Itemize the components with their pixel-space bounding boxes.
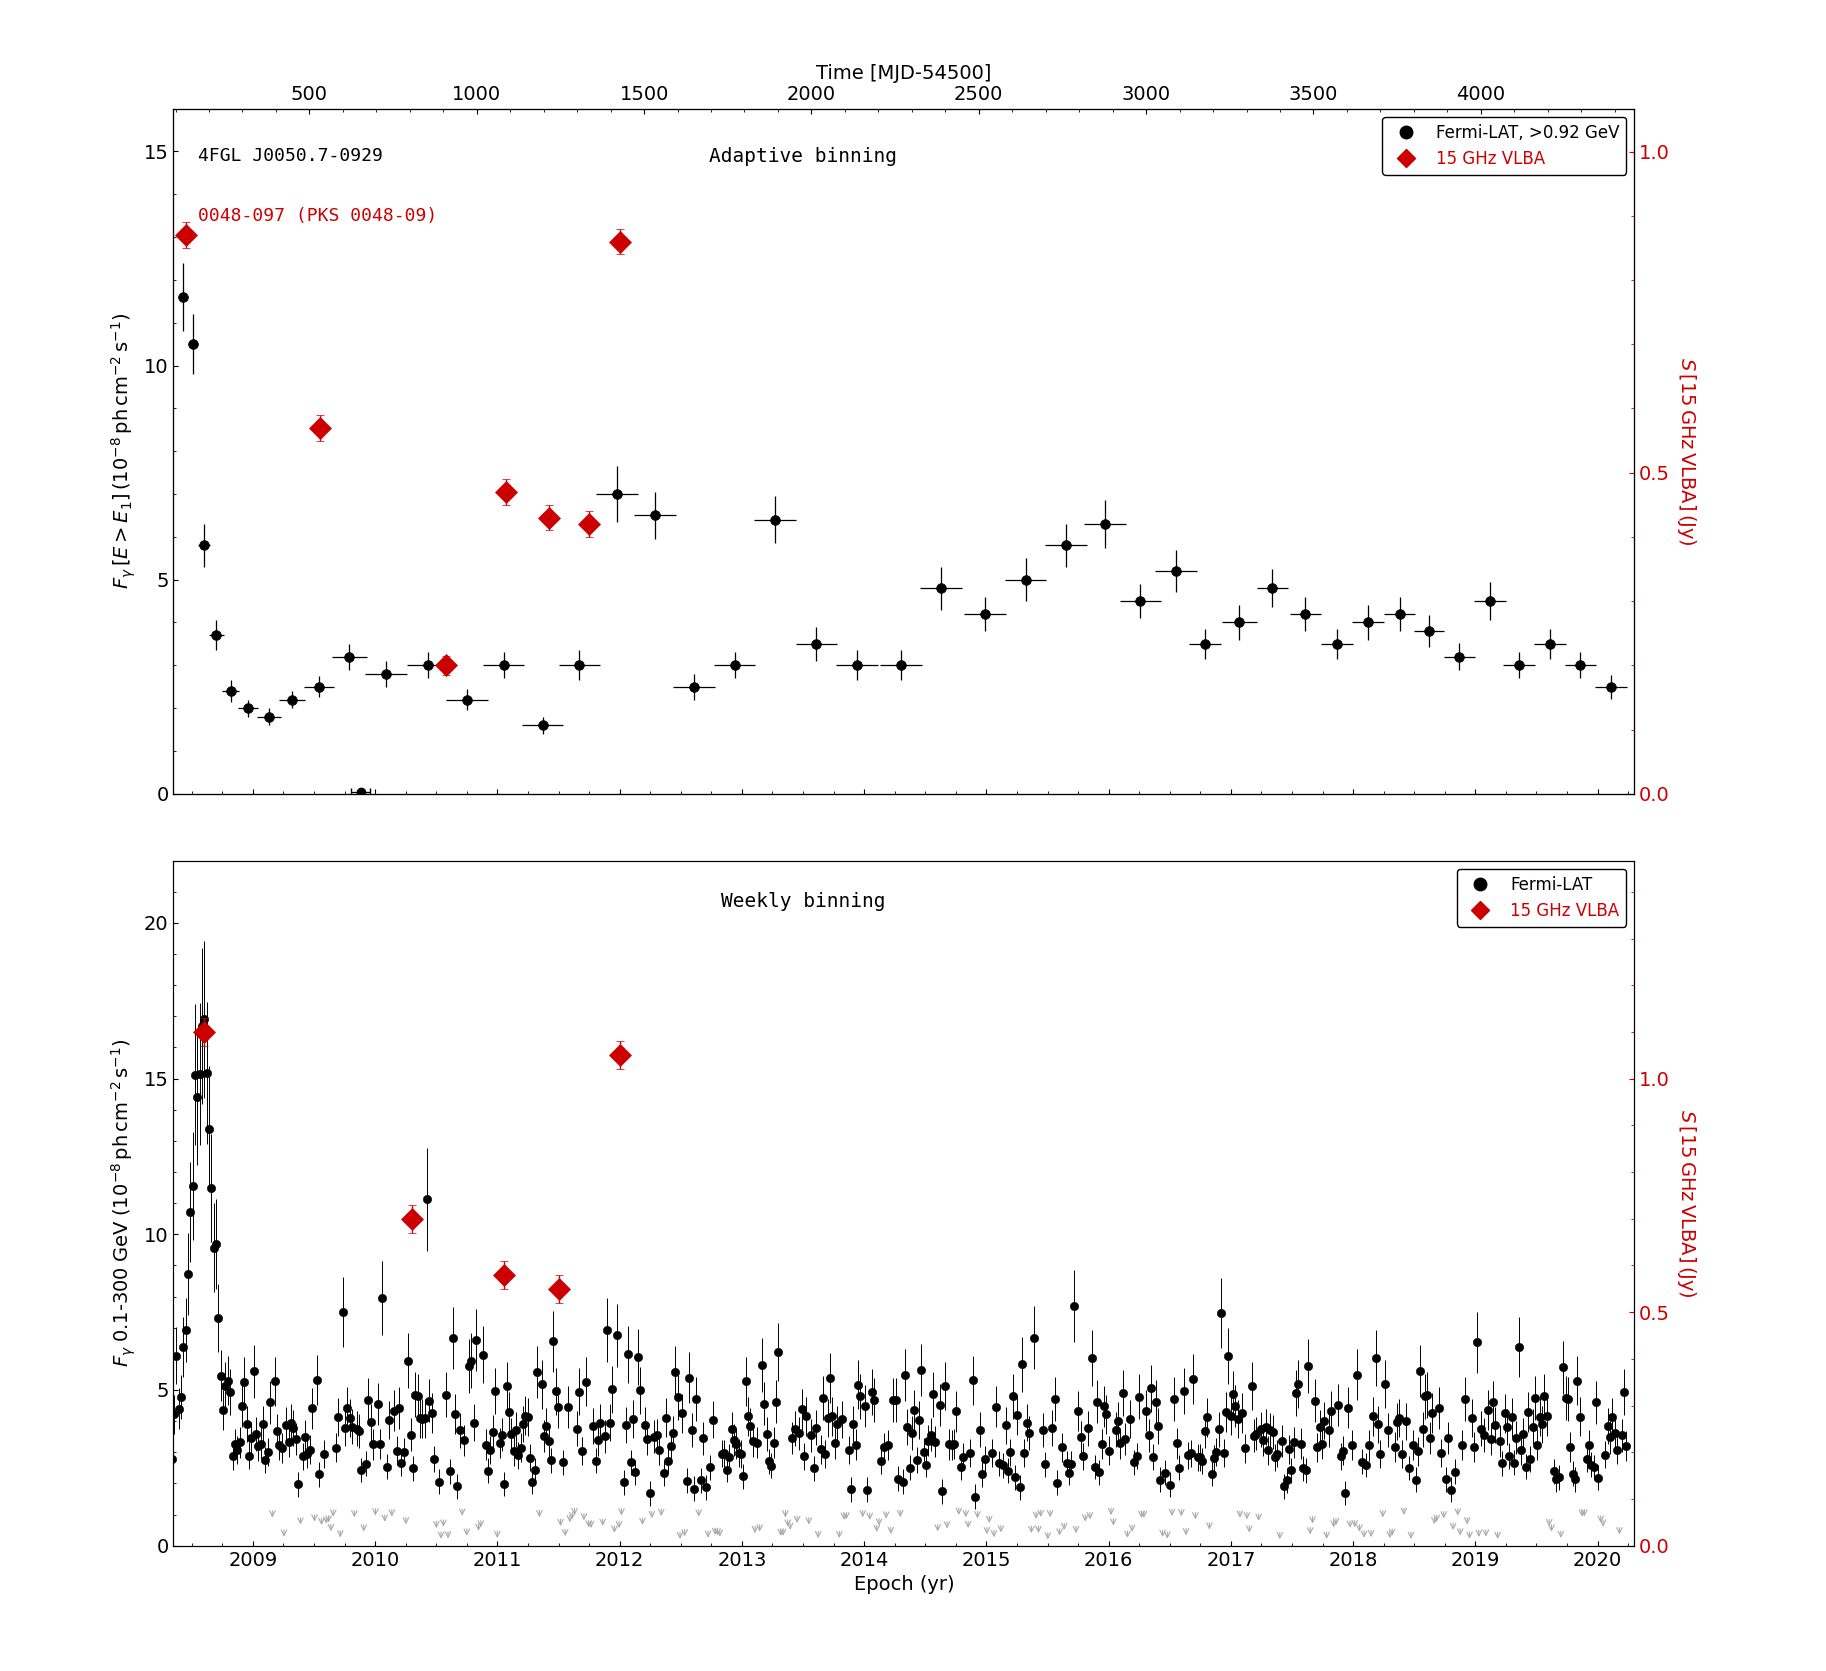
Y-axis label: $S\,[15\,\mathrm{GHz}\,\mathrm{VLBA}]\,\mathrm{(Jy)}$: $S\,[15\,\mathrm{GHz}\,\mathrm{VLBA}]\,\… [1674,1108,1698,1298]
Y-axis label: $F_{\gamma}\;0.1\text{-}300\;\mathrm{GeV}\;(10^{-8}\,\mathrm{ph\,cm^{-2}\,s^{-1}: $F_{\gamma}\;0.1\text{-}300\;\mathrm{GeV… [110,1039,139,1367]
Legend: Fermi-LAT, >0.92 GeV, 15 GHz VLBA: Fermi-LAT, >0.92 GeV, 15 GHz VLBA [1382,117,1625,174]
Text: Weekly binning: Weekly binning [721,892,886,911]
Text: Adaptive binning: Adaptive binning [708,147,897,165]
Y-axis label: $F_{\gamma}\,[E>E_{1}]\,(10^{-8}\,\mathrm{ph\,cm^{-2}\,s^{-1}})$: $F_{\gamma}\,[E>E_{1}]\,(10^{-8}\,\mathr… [110,312,139,590]
X-axis label: Epoch (yr): Epoch (yr) [853,1576,955,1594]
X-axis label: Time [MJD-54500]: Time [MJD-54500] [816,63,992,84]
Text: 0048-097 (PKS 0048-09): 0048-097 (PKS 0048-09) [197,207,436,226]
Text: 4FGL J0050.7-0929: 4FGL J0050.7-0929 [197,147,383,165]
Legend: Fermi-LAT, 15 GHz VLBA: Fermi-LAT, 15 GHz VLBA [1457,869,1625,926]
Y-axis label: $S\,[15\,\mathrm{GHz}\,\mathrm{VLBA}]\,\mathrm{(Jy)}$: $S\,[15\,\mathrm{GHz}\,\mathrm{VLBA}]\,\… [1674,356,1698,546]
